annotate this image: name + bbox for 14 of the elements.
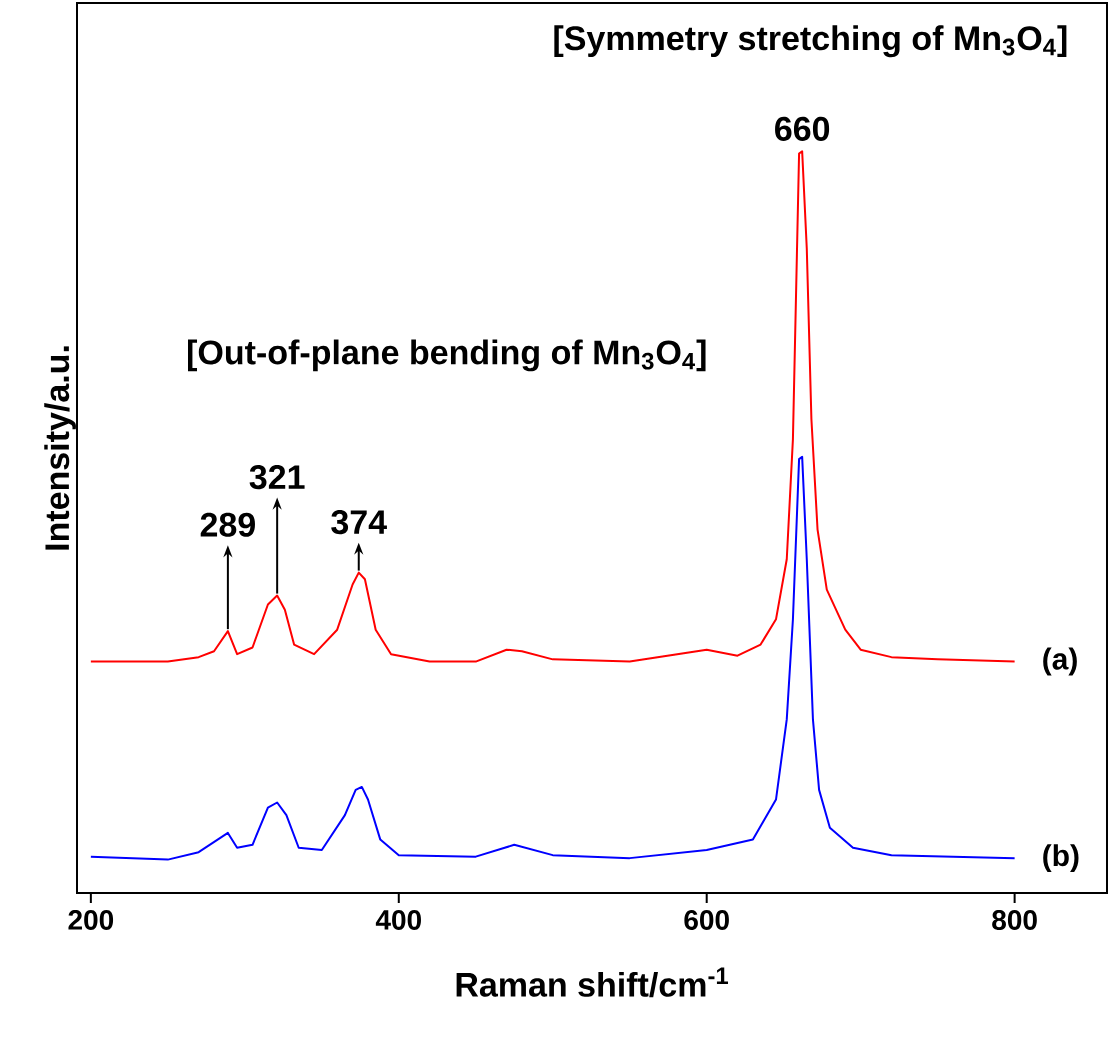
series-label: (a) xyxy=(1043,647,1077,676)
x-tick-label: 200 xyxy=(68,910,114,930)
annotation: 289 xyxy=(200,512,255,537)
annotation: 660 xyxy=(775,116,830,141)
x-tick-label: 400 xyxy=(375,910,421,930)
annotation: 374 xyxy=(331,510,387,535)
text: [Symmetry stretching of Mn$_{3}$O$_{4}$] xyxy=(554,25,1067,58)
series-label: (b) xyxy=(1043,844,1079,873)
y-axis-title: Intensity/a.u. xyxy=(44,346,76,550)
annotation: 321 xyxy=(249,465,305,490)
x-tick-label: 800 xyxy=(992,910,1037,930)
x-tick-label: 600 xyxy=(684,910,729,930)
x-axis-title: Raman shift/cm$^{-1}$ xyxy=(456,967,729,998)
annotation: [Out-of-plane bending of Mn$_{3}$O$_{4}$] xyxy=(188,339,706,372)
